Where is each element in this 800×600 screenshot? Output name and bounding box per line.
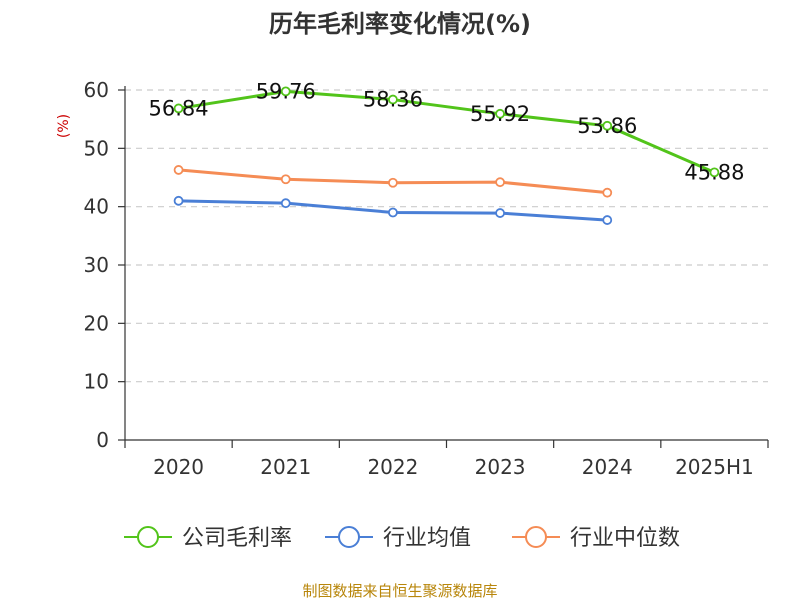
legend-marker: [338, 526, 360, 548]
data-point: [173, 103, 184, 114]
x-tick-label: 2025H1: [675, 455, 754, 479]
y-tick-label: 60: [84, 78, 109, 102]
data-labels: 56.84 59.76 58.36 55.92 53.86 45.88: [149, 79, 745, 184]
y-tick-label: 40: [84, 195, 109, 219]
data-point: [495, 208, 505, 218]
y-tick-label: 0: [96, 428, 109, 452]
legend-marker: [137, 526, 159, 548]
data-label: 59.76: [256, 79, 316, 103]
source-note: 制图数据来自恒生聚源数据库: [302, 582, 497, 600]
data-label: 45.88: [684, 160, 744, 184]
data-point: [173, 195, 184, 206]
series-lines: [173, 86, 720, 225]
data-point: [602, 215, 613, 225]
y-tick-label: 30: [84, 253, 109, 277]
legend-label: 行业中位数: [570, 526, 680, 551]
data-label: 53.86: [577, 114, 637, 138]
legend: 公司毛利率 行业均值 行业中位数: [124, 526, 680, 551]
y-tick-label: 10: [84, 370, 109, 394]
legend-label: 行业均值: [383, 526, 471, 551]
x-tick-label: 2020: [153, 455, 204, 479]
x-tick-label: 2022: [367, 455, 418, 479]
y-tick-label: 50: [84, 136, 109, 160]
data-label: 56.84: [149, 96, 209, 120]
x-tick-label: 2023: [475, 455, 526, 479]
legend-marker: [525, 526, 547, 548]
legend-label: 公司毛利率: [182, 526, 292, 551]
data-point: [388, 177, 398, 188]
axes: 0 10 20 30 40 50 60 2020 2021 2022 2023 2024 2025H1: [84, 78, 769, 479]
data-label: 58.36: [363, 88, 423, 112]
data-point: [495, 177, 505, 188]
y-axis-unit-label: (%): [56, 114, 72, 138]
data-point: [602, 187, 613, 198]
data-label: 55.92: [470, 102, 530, 126]
grid-lines: [125, 89, 768, 383]
data-point: [602, 120, 613, 131]
series-line: [178, 89, 716, 174]
data-point: [495, 108, 505, 119]
x-tick-label: 2024: [582, 455, 633, 479]
data-point: [709, 167, 720, 178]
data-point: [173, 165, 184, 175]
data-point: [388, 94, 398, 105]
data-point: [280, 174, 291, 185]
x-tick-label: 2021: [260, 455, 311, 479]
y-tick-label: 20: [84, 311, 109, 335]
data-point: [280, 198, 291, 209]
data-point: [280, 86, 291, 97]
chart-title: 历年毛利率变化情况(%): [269, 10, 531, 38]
data-point: [388, 207, 398, 218]
